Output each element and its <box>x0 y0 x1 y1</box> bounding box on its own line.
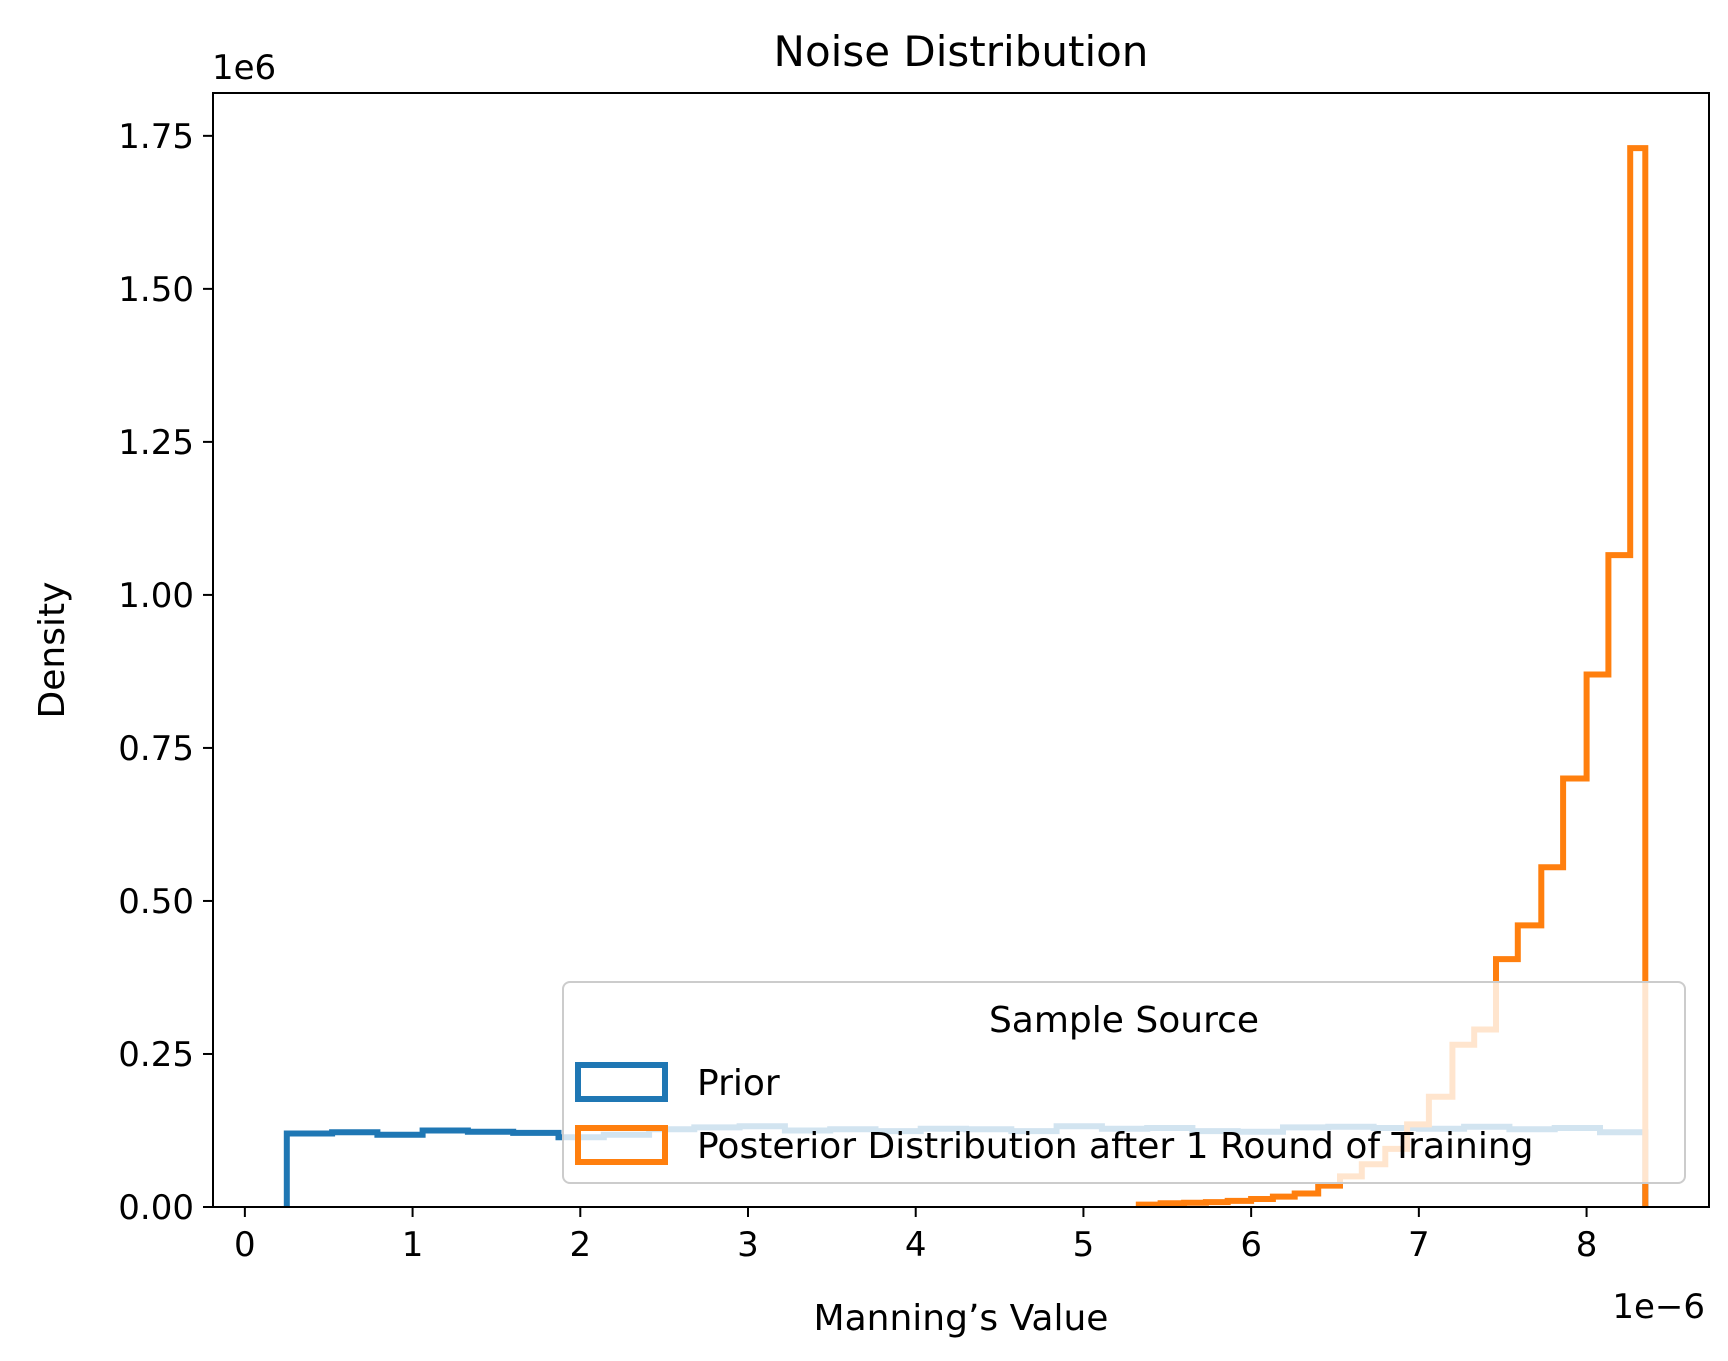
y-offset-label: 1e6 <box>212 48 276 88</box>
x-tick-label: 5 <box>1073 1225 1095 1265</box>
legend-label-prior: Prior <box>697 1063 780 1104</box>
legend-box <box>562 981 1686 1184</box>
x-axis-label: Manning’s Value <box>814 1298 1109 1339</box>
plot-frame <box>212 92 1710 1208</box>
x-tick-label: 7 <box>1408 1225 1430 1265</box>
y-axis-label: Density <box>32 582 73 719</box>
x-offset-label: 1e−6 <box>1612 1287 1705 1327</box>
y-axis: 0.00 0.25 0.50 0.75 1.00 1.25 1.50 1.75 <box>118 117 213 1228</box>
x-tick-label: 8 <box>1576 1225 1598 1265</box>
x-axis: 0 1 2 3 4 5 6 7 8 <box>234 1207 1597 1265</box>
x-tick-label: 4 <box>905 1225 927 1265</box>
legend-swatch-posterior <box>575 1125 668 1165</box>
y-tick-label: 1.50 <box>118 270 194 310</box>
legend-title: Sample Source <box>989 1000 1259 1041</box>
legend-swatch-prior <box>575 1062 668 1102</box>
y-tick-label: 1.00 <box>118 576 194 616</box>
y-tick-label: 0.50 <box>118 882 194 922</box>
chart-title: Noise Distribution <box>774 27 1149 76</box>
legend-label-posterior: Posterior Distribution after 1 Round of … <box>697 1126 1534 1167</box>
x-tick-label: 2 <box>569 1225 591 1265</box>
y-tick-label: 0.00 <box>118 1188 194 1228</box>
x-tick-label: 3 <box>737 1225 759 1265</box>
y-tick-label: 1.75 <box>118 117 194 157</box>
y-tick-label: 1.25 <box>118 423 194 463</box>
x-tick-label: 6 <box>1240 1225 1262 1265</box>
y-tick-label: 0.75 <box>118 729 194 769</box>
legend: Sample Source Prior Posterior Distributi… <box>562 981 1686 1184</box>
y-tick-label: 0.25 <box>118 1035 194 1075</box>
x-tick-label: 0 <box>234 1225 256 1265</box>
x-tick-label: 1 <box>402 1225 424 1265</box>
